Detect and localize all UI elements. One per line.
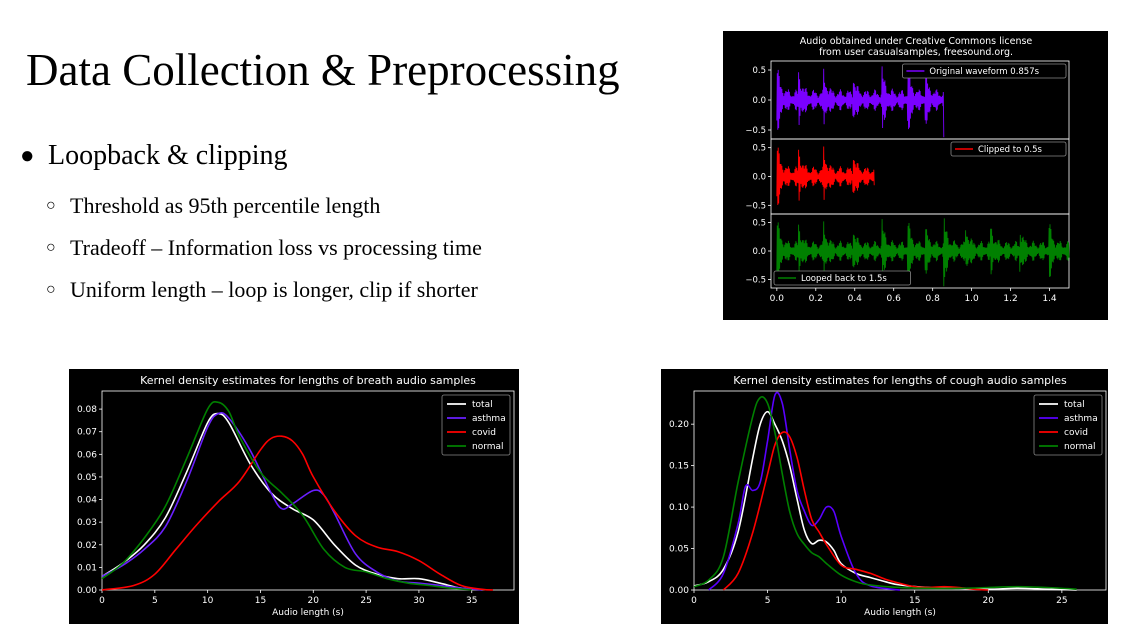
- breath-y-tick-label: 0.06: [77, 450, 97, 460]
- waveform-x-tick-label: 0.2: [809, 294, 823, 304]
- cough-y-tick-label: 0.00: [669, 586, 689, 596]
- cough-x-tick-label: 20: [983, 596, 995, 606]
- waveform-panel-2-y-tick-label: 0.5: [752, 144, 766, 154]
- breath-series-normal-line: [101, 400, 472, 591]
- waveform-panel-1-legend: [901, 63, 1067, 79]
- sub-bullet-tradeoff: ○ Tradeoff – Information loss vs process…: [46, 233, 482, 263]
- breath-x-tick-label: 0: [99, 596, 105, 606]
- cough-x-tick-label: 5: [765, 596, 771, 606]
- sub-bullet-threshold: ○ Threshold as 95th percentile length: [46, 191, 380, 221]
- waveform-chart-title-line: from user casualsamples, freesound.org.: [819, 47, 1013, 58]
- waveform-panel-2-legend: [950, 141, 1067, 157]
- waveform-panel-3-legend: [773, 270, 912, 286]
- waveform-panel-3-y-tick-label: −0.5: [745, 275, 766, 285]
- cough-series-asthma-line: [708, 391, 901, 591]
- waveform-x-tick-label: 1.0: [964, 294, 979, 304]
- cough-y-tick-label: 0.05: [669, 545, 689, 555]
- cough-legend-label-normal: normal: [1064, 442, 1096, 452]
- cough-y-tick-label: 0.10: [669, 503, 689, 513]
- bullet-loopback-clipping: ● Loopback & clipping: [20, 138, 288, 174]
- breath-kde-figure: Kernel density estimates for lengths of …: [69, 369, 519, 624]
- hollow-circle-icon: ○: [46, 281, 56, 298]
- waveform-x-tick-label: 1.4: [1042, 294, 1057, 304]
- breath-x-tick-label: 10: [202, 596, 214, 606]
- sub-bullet-text: Uniform length – loop is longer, clip if…: [70, 277, 478, 302]
- cough-kde-chart: Kernel density estimates for lengths of …: [669, 374, 1107, 618]
- cough-x-tick-label: 10: [835, 596, 847, 606]
- waveform-panel-1-y-tick-label: 0.5: [752, 66, 766, 76]
- breath-legend: [441, 394, 511, 456]
- slide-title: Data Collection & Preprocessing: [26, 45, 620, 95]
- cough-y-tick-label: 0.20: [669, 420, 689, 430]
- breath-series-asthma-line: [101, 411, 483, 591]
- breath-y-tick-label: 0.00: [77, 586, 97, 596]
- sub-bullet-text: Threshold as 95th percentile length: [70, 193, 381, 218]
- waveform-x-tick-label: 0.4: [848, 294, 863, 304]
- cough-kde-figure: Kernel density estimates for lengths of …: [661, 369, 1108, 624]
- breath-y-tick-label: 0.08: [77, 405, 97, 415]
- breath-legend-label-total: total: [472, 400, 493, 410]
- waveform-panel-3-y-tick-label: 0.0: [752, 247, 766, 257]
- hollow-circle-icon: ○: [46, 197, 56, 214]
- breath-kde-chart: Kernel density estimates for lengths of …: [77, 374, 515, 618]
- hollow-circle-icon: ○: [46, 239, 56, 256]
- waveform-panel-1-y-tick-label: −0.5: [745, 126, 766, 136]
- breath-y-tick-label: 0.03: [77, 518, 97, 528]
- breath-x-tick-label: 35: [466, 596, 477, 606]
- cough-legend-label-asthma: asthma: [1064, 414, 1098, 424]
- breath-y-tick-label: 0.02: [77, 541, 97, 551]
- breath-legend-label-covid: covid: [472, 428, 496, 438]
- waveform-x-tick-label: 0.0: [770, 294, 785, 304]
- cough-x-tick-label: 25: [1056, 596, 1067, 606]
- waveform-panel-1-legend-label: Original waveform 0.857s: [929, 67, 1039, 77]
- cough-series-covid-line: [722, 431, 989, 591]
- sub-bullet-text: Tradeoff – Information loss vs processin…: [70, 235, 482, 260]
- waveform-panel-1-y-tick-label: 0.0: [752, 96, 766, 106]
- cough-chart-title: Kernel density estimates for lengths of …: [733, 374, 1067, 387]
- cough-x-tick-label: 15: [909, 596, 920, 606]
- waveform-panel-3-waveform-trace: [776, 218, 1070, 287]
- breath-y-tick-label: 0.07: [77, 428, 97, 438]
- breath-x-axis-label: Audio length (s): [272, 608, 344, 618]
- breath-x-tick-label: 30: [413, 596, 425, 606]
- waveform-x-tick-label: 0.8: [925, 294, 940, 304]
- cough-series-normal-line: [693, 396, 1077, 590]
- waveform-panel-1-waveform-trace: [776, 66, 945, 138]
- breath-plot-frame: [101, 390, 515, 591]
- waveform-x-tick-label: 1.2: [1003, 294, 1017, 304]
- breath-y-tick-label: 0.04: [77, 496, 97, 506]
- waveform-panel-2-y-tick-label: −0.5: [745, 201, 766, 211]
- breath-legend-label-normal: normal: [472, 442, 504, 452]
- cough-y-tick-label: 0.15: [669, 462, 689, 472]
- filled-circle-icon: ●: [20, 143, 35, 169]
- breath-chart-title: Kernel density estimates for lengths of …: [140, 374, 476, 387]
- waveform-x-tick-label: 0.6: [887, 294, 902, 304]
- waveform-chart: Audio obtained under Creative Commons li…: [745, 36, 1070, 304]
- waveform-panel-2-legend-label: Clipped to 0.5s: [978, 145, 1043, 155]
- cough-legend: [1033, 394, 1103, 456]
- cough-x-tick-label: 0: [691, 596, 697, 606]
- cough-series-total-line: [693, 410, 1077, 591]
- breath-x-tick-label: 5: [152, 596, 158, 606]
- cough-legend-label-covid: covid: [1064, 428, 1088, 438]
- breath-y-tick-label: 0.01: [77, 563, 97, 573]
- waveform-panel-2-y-tick-label: 0.0: [752, 173, 766, 183]
- bullet-text: Loopback & clipping: [48, 140, 288, 171]
- sub-bullet-uniform-length: ○ Uniform length – loop is longer, clip …: [46, 275, 478, 305]
- cough-x-axis-label: Audio length (s): [864, 608, 936, 618]
- breath-series-covid-line: [101, 435, 493, 591]
- breath-x-tick-label: 20: [308, 596, 320, 606]
- breath-y-tick-label: 0.05: [77, 473, 97, 483]
- waveform-chart-title-line: Audio obtained under Creative Commons li…: [800, 36, 1033, 47]
- breath-legend-label-asthma: asthma: [472, 414, 506, 424]
- breath-x-tick-label: 25: [360, 596, 371, 606]
- breath-x-tick-label: 15: [255, 596, 266, 606]
- waveform-panel-2-waveform-trace: [776, 146, 875, 206]
- waveform-panel-3-y-tick-label: 0.5: [752, 219, 766, 229]
- cough-legend-label-total: total: [1064, 400, 1085, 410]
- breath-series-total-line: [101, 412, 483, 591]
- waveform-panel-3-legend-label: Looped back to 1.5s: [801, 274, 887, 284]
- waveform-figure: Audio obtained under Creative Commons li…: [723, 31, 1108, 320]
